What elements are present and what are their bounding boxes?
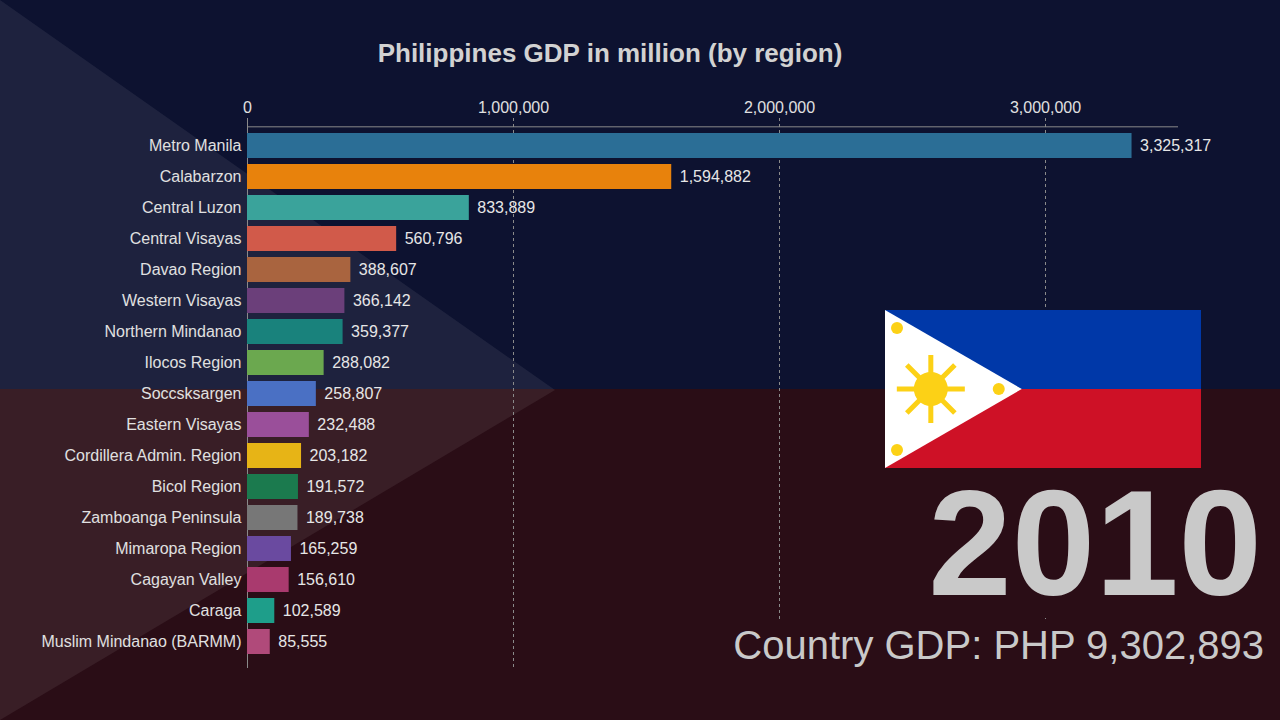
svg-text:Northern Mindanao: Northern Mindanao <box>105 323 242 340</box>
svg-text:Central Luzon: Central Luzon <box>142 199 242 216</box>
svg-text:Metro Manila: Metro Manila <box>149 137 242 154</box>
svg-text:Calabarzon: Calabarzon <box>160 168 242 185</box>
svg-text:0: 0 <box>243 99 252 116</box>
svg-text:Bicol Region: Bicol Region <box>152 478 242 495</box>
svg-text:Cordillera Admin. Region: Cordillera Admin. Region <box>65 447 242 464</box>
svg-text:2,000,000: 2,000,000 <box>744 99 815 116</box>
svg-text:Western Visayas: Western Visayas <box>122 292 241 309</box>
svg-text:189,738: 189,738 <box>306 509 364 526</box>
svg-text:388,607: 388,607 <box>359 261 417 278</box>
svg-text:288,082: 288,082 <box>332 354 390 371</box>
svg-text:Caraga: Caraga <box>189 602 242 619</box>
svg-text:Ilocos Region: Ilocos Region <box>145 354 242 371</box>
svg-text:359,377: 359,377 <box>351 323 409 340</box>
svg-text:191,572: 191,572 <box>306 478 364 495</box>
html-text:2010: 2010 <box>928 459 1262 627</box>
svg-text:232,488: 232,488 <box>317 416 375 433</box>
svg-text:203,182: 203,182 <box>310 447 368 464</box>
svg-text:1,594,882: 1,594,882 <box>680 168 751 185</box>
svg-text:Mimaropa Region: Mimaropa Region <box>115 540 241 557</box>
html-text:Country GDP: PHP 9,302,893: Country GDP: PHP 9,302,893 <box>733 623 1264 667</box>
svg-text:Cagayan Valley: Cagayan Valley <box>131 571 242 588</box>
svg-text:165,259: 165,259 <box>299 540 357 557</box>
svg-text:258,807: 258,807 <box>324 385 382 402</box>
svg-text:3,325,317: 3,325,317 <box>1140 137 1211 154</box>
svg-text:85,555: 85,555 <box>278 633 327 650</box>
svg-text:1,000,000: 1,000,000 <box>478 99 549 116</box>
svg-text:Zamboanga Peninsula: Zamboanga Peninsula <box>81 509 241 526</box>
svg-text:833,889: 833,889 <box>477 199 535 216</box>
svg-text:156,610: 156,610 <box>297 571 355 588</box>
svg-text:Central Visayas: Central Visayas <box>130 230 242 247</box>
svg-text:Eastern Visayas: Eastern Visayas <box>126 416 241 433</box>
svg-text:Davao Region: Davao Region <box>140 261 241 278</box>
svg-text:560,796: 560,796 <box>405 230 463 247</box>
svg-text:366,142: 366,142 <box>353 292 411 309</box>
svg-text:Soccsksargen: Soccsksargen <box>141 385 242 402</box>
html-text:Philippines GDP in million (by: Philippines GDP in million (by region) <box>377 38 843 68</box>
svg-text:102,589: 102,589 <box>283 602 341 619</box>
svg-text:Muslim Mindanao (BARMM): Muslim Mindanao (BARMM) <box>41 633 241 650</box>
svg-text:3,000,000: 3,000,000 <box>1010 99 1081 116</box>
